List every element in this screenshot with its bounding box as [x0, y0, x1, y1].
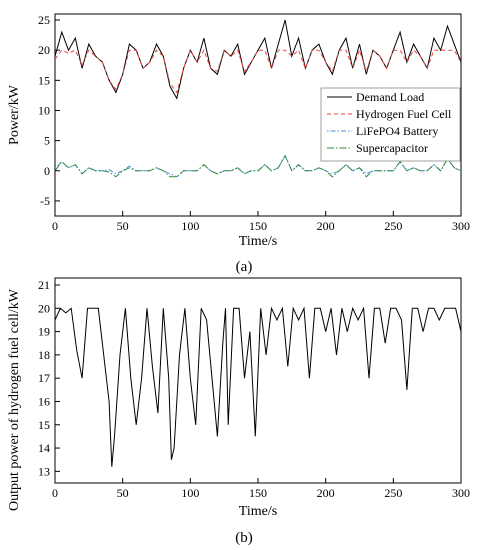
- y-tick-label-b: 13: [38, 464, 50, 478]
- axes-b: 0 50 100 150 200 250 300 13 14 15 16 17 18 19 20 21: [38, 278, 470, 500]
- x-tick-label-a: 250: [384, 219, 402, 233]
- x-tick-label-b: 100: [181, 486, 199, 500]
- legend-box: [320, 87, 461, 162]
- legend-label-demand-load: Demand Load: [356, 90, 424, 104]
- y-tick-label-b: 15: [38, 418, 50, 432]
- y-axis-label-a: Power/kW: [7, 84, 22, 145]
- y-tick-label-a: 0: [44, 164, 50, 178]
- y-axis-label-b: Output power of hydrogen fuel cell/kW: [7, 288, 22, 511]
- x-tick-label-b: 300: [452, 486, 470, 500]
- x-axis-label-a: Time/s: [239, 234, 277, 249]
- series-line-line-b: [54, 306, 462, 467]
- y-tick-label-b: 19: [38, 325, 50, 339]
- y-tick-label-b: 14: [38, 441, 50, 455]
- legend-label-hydrogen-fuel-cell: Hydrogen Fuel Cell: [356, 107, 452, 121]
- x-tick-label-b: 150: [249, 486, 267, 500]
- y-tick-label-b: 21: [38, 278, 50, 292]
- x-tick-label-b: 200: [317, 486, 335, 500]
- y-tick-label-b: 17: [38, 371, 50, 385]
- series-line-demand-load-a: [54, 19, 462, 100]
- y-tick-label-a: 15: [38, 73, 50, 87]
- x-tick-label-b: 250: [384, 486, 402, 500]
- series-lines-b: [54, 306, 462, 467]
- legend-label-lifepo4-battery: LiFePO4 Battery: [356, 124, 438, 138]
- x-tick-label-a: 0: [52, 219, 58, 233]
- series-lines-a: [54, 19, 462, 178]
- series-line-supercapacitor-a: [54, 154, 462, 178]
- x-tick-label-a: 100: [181, 219, 199, 233]
- y-tick-label-a: -5: [40, 194, 50, 208]
- panel-label-a: (a): [236, 259, 253, 275]
- x-tick-label-a: 50: [117, 219, 129, 233]
- legend-label-supercapacitor: Supercapacitor: [356, 141, 428, 155]
- y-tick-label-a: 25: [38, 13, 50, 27]
- x-tick-label-b: 0: [52, 486, 58, 500]
- panel-label-b: (b): [235, 530, 253, 546]
- y-tick-label-b: 18: [38, 348, 50, 362]
- x-tick-label-a: 300: [452, 219, 470, 233]
- chart-b: 0 50 100 150 200 250 300 13 14 15 16 17 18 19 20 21 Tim…: [7, 277, 470, 546]
- y-tick-label-a: 20: [38, 43, 50, 57]
- y-tick-label-a: 5: [44, 134, 50, 148]
- series-line-hydrogen-fuel-cell-a: [54, 48, 462, 94]
- y-tick-label-a: 10: [38, 103, 50, 117]
- y-tick-label-b: 20: [38, 301, 50, 315]
- x-tick-label-b: 50: [117, 486, 129, 500]
- y-tick-label-b: 16: [38, 394, 50, 408]
- x-tick-label-a: 200: [317, 219, 335, 233]
- legend-a: Demand Load Hydrogen Fuel Cell LiFePO4 B…: [320, 87, 461, 162]
- x-axis-label-b: Time/s: [239, 504, 277, 519]
- x-tick-label-a: 150: [249, 219, 267, 233]
